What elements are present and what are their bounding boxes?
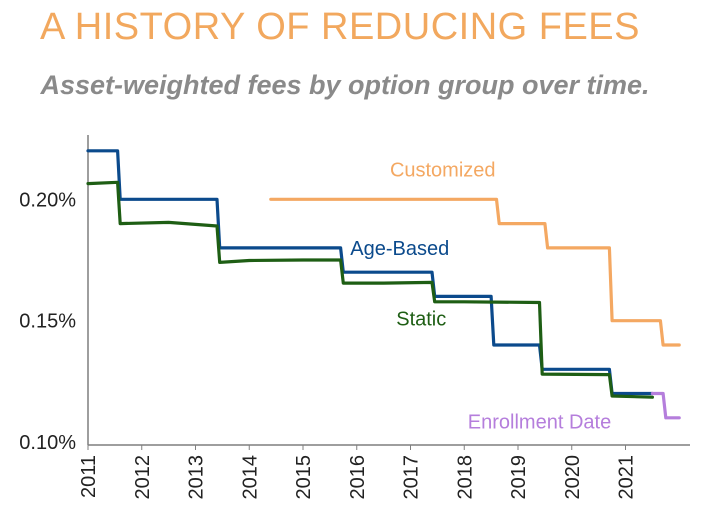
x-tick-label: 2014	[239, 455, 261, 500]
y-tick-label: 0.20%	[19, 189, 76, 211]
x-tick-label: 2016	[347, 455, 369, 500]
x-tick-label: 2011	[78, 455, 100, 498]
y-tick-label: 0.15%	[19, 311, 76, 333]
x-tick-label: 2021	[616, 455, 638, 500]
y-tick-label: 0.10%	[19, 432, 76, 454]
x-tick-label: 2015	[293, 455, 315, 500]
series-line-enrollment-date	[650, 391, 681, 420]
series-label-static: Static	[396, 309, 446, 331]
x-tick-label: 2012	[132, 455, 154, 500]
series-line-static	[86, 180, 655, 399]
chart-title: A HISTORY OF REDUCING FEES	[39, 6, 640, 48]
series-label-customized: Customized	[390, 159, 496, 181]
x-tick-label: 2020	[562, 455, 584, 500]
x-tick-label: 2017	[401, 455, 423, 500]
chart-subtitle: Asset-weighted fees by option group over…	[40, 70, 650, 100]
x-tick-label: 2019	[508, 455, 530, 500]
x-tick-label: 2018	[454, 455, 476, 500]
x-tick-label: 2013	[186, 455, 208, 500]
series-line-customized	[269, 197, 681, 347]
series-label-age-based: Age-Based	[350, 238, 449, 260]
series-label-enrollment-date: Enrollment Date	[468, 412, 611, 434]
series-line-age-based	[86, 149, 655, 396]
